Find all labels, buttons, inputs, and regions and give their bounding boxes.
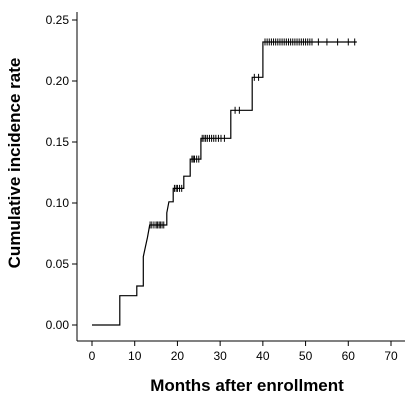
y-axis-title: Cumulative incidence rate	[5, 58, 24, 269]
x-tick-label: 30	[213, 349, 227, 363]
x-tick-label: 10	[128, 349, 142, 363]
x-axis: 0 10 20 30 40 50 60 70	[77, 340, 405, 363]
incidence-step-line	[92, 41, 357, 326]
y-tick-label: 0.00	[46, 318, 70, 332]
x-tick-label: 40	[256, 349, 270, 363]
y-tick-label: 0.15	[46, 135, 70, 149]
y-axis: 0.00 0.05 0.10 0.15 0.20 0.25	[46, 12, 78, 341]
y-tick-label: 0.25	[46, 13, 70, 27]
x-tick-label: 50	[299, 349, 313, 363]
x-axis-title: Months after enrollment	[150, 376, 344, 395]
x-tick-label: 60	[342, 349, 356, 363]
y-tick-label: 0.20	[46, 74, 70, 88]
plot-area	[92, 38, 357, 326]
x-tick-label: 0	[89, 349, 96, 363]
y-tick-label: 0.10	[46, 196, 70, 210]
x-tick-label: 70	[384, 349, 398, 363]
x-tick-label: 20	[171, 349, 185, 363]
y-tick-label: 0.05	[46, 257, 70, 271]
